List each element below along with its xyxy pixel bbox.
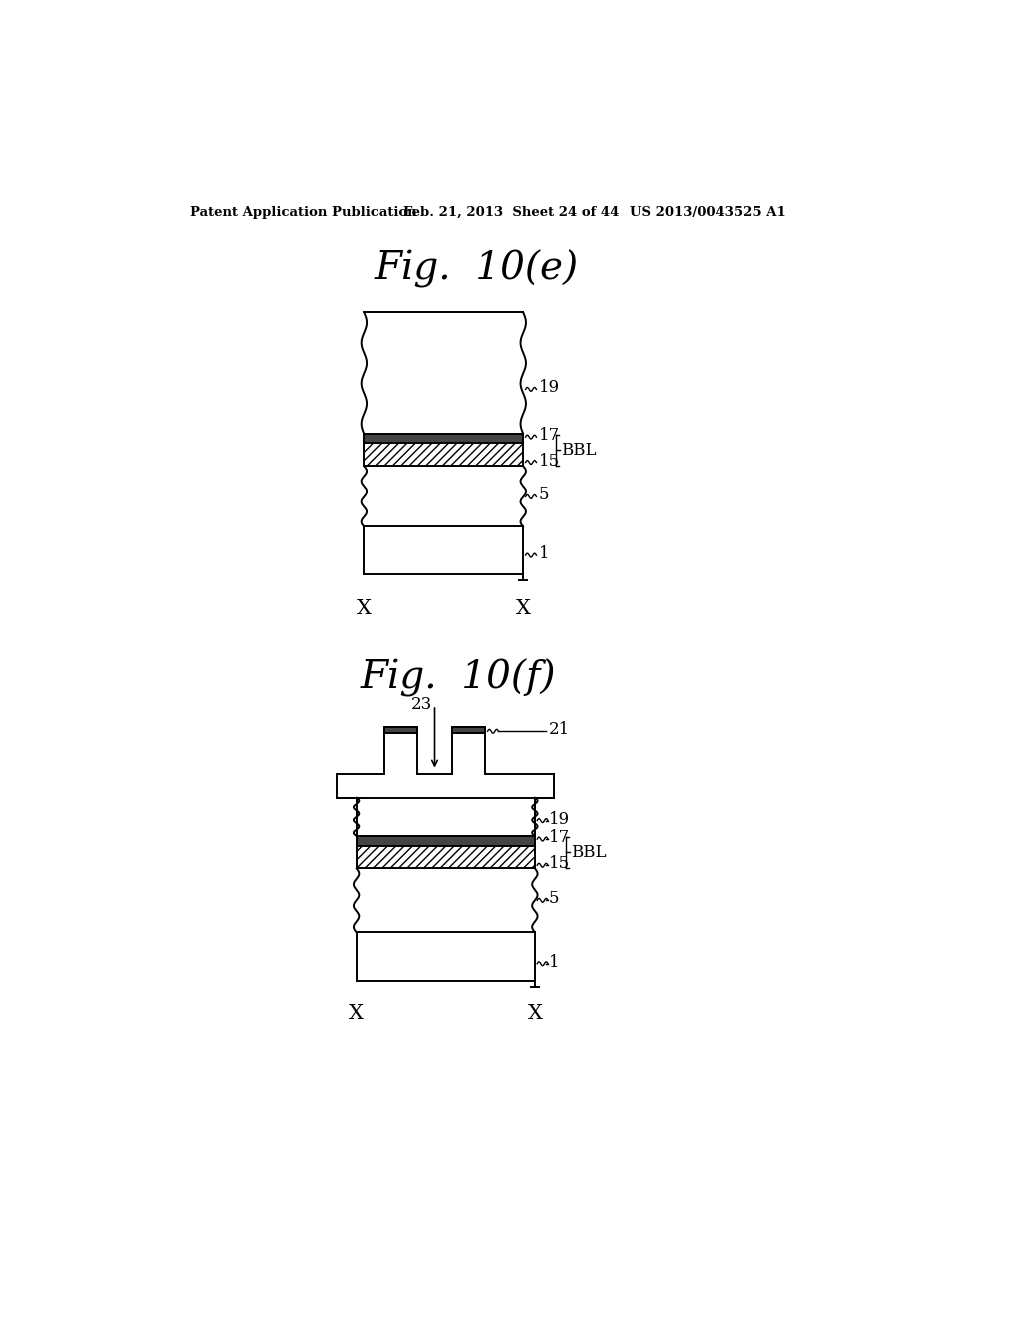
Text: 17: 17 [549, 829, 570, 846]
Bar [356, 836, 535, 846]
Text: Patent Application Publication: Patent Application Publication [190, 206, 417, 219]
Text: 15: 15 [549, 855, 570, 873]
Bar [384, 726, 417, 733]
Text: Fig.  10(f): Fig. 10(f) [360, 659, 556, 697]
Text: 19: 19 [539, 379, 560, 396]
Bar [365, 444, 523, 466]
Text: BBL: BBL [561, 442, 597, 459]
Text: 17: 17 [539, 428, 560, 444]
Bar [356, 846, 535, 869]
Text: Feb. 21, 2013  Sheet 24 of 44: Feb. 21, 2013 Sheet 24 of 44 [403, 206, 620, 219]
Text: X: X [349, 1003, 365, 1023]
Text: 5: 5 [549, 890, 559, 907]
Text: X: X [527, 1003, 543, 1023]
Text: X: X [357, 599, 372, 618]
Text: 1: 1 [549, 954, 559, 970]
Bar [365, 434, 523, 444]
Text: 1: 1 [539, 545, 549, 562]
Text: 21: 21 [549, 721, 570, 738]
Text: 5: 5 [539, 486, 549, 503]
Text: 15: 15 [539, 453, 560, 470]
Text: X: X [516, 599, 530, 618]
Text: BBL: BBL [571, 843, 607, 861]
Text: 23: 23 [411, 696, 432, 713]
Bar [452, 726, 485, 733]
Text: 19: 19 [549, 810, 570, 828]
Text: Fig.  10(e): Fig. 10(e) [375, 249, 579, 288]
Text: US 2013/0043525 A1: US 2013/0043525 A1 [630, 206, 786, 219]
